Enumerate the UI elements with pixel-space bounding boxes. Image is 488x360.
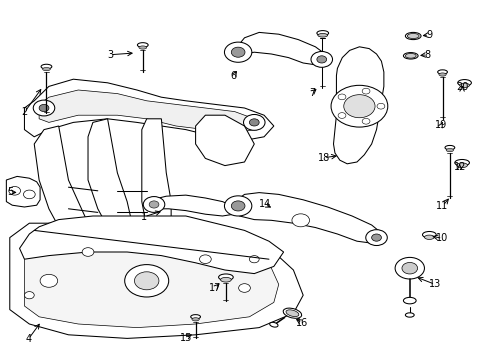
Text: 2: 2 <box>21 107 27 117</box>
Polygon shape <box>10 223 303 338</box>
Circle shape <box>224 196 251 216</box>
Polygon shape <box>34 126 88 230</box>
Ellipse shape <box>437 70 447 74</box>
Ellipse shape <box>137 43 148 47</box>
Ellipse shape <box>41 64 52 69</box>
Polygon shape <box>6 176 40 207</box>
Polygon shape <box>39 90 254 133</box>
Ellipse shape <box>190 315 200 319</box>
Polygon shape <box>24 79 273 140</box>
Ellipse shape <box>317 33 327 37</box>
Circle shape <box>394 257 424 279</box>
Circle shape <box>401 262 417 274</box>
Polygon shape <box>333 47 383 164</box>
Circle shape <box>365 230 386 246</box>
Circle shape <box>39 104 49 112</box>
Ellipse shape <box>192 318 199 321</box>
Ellipse shape <box>457 80 470 86</box>
Circle shape <box>337 113 345 118</box>
Text: 17: 17 <box>208 283 221 293</box>
Ellipse shape <box>446 148 453 152</box>
Text: 18: 18 <box>317 153 329 163</box>
Ellipse shape <box>285 310 298 316</box>
Circle shape <box>224 42 251 62</box>
Ellipse shape <box>438 73 446 76</box>
Circle shape <box>199 255 211 264</box>
Circle shape <box>343 95 374 118</box>
Text: 1: 1 <box>141 212 147 222</box>
Circle shape <box>337 94 345 100</box>
Text: 7: 7 <box>308 88 314 98</box>
Circle shape <box>291 214 309 227</box>
Circle shape <box>316 56 326 63</box>
Text: 12: 12 <box>452 162 465 172</box>
Text: 13: 13 <box>428 279 441 289</box>
Circle shape <box>9 186 20 195</box>
Circle shape <box>231 201 244 211</box>
Polygon shape <box>146 195 234 216</box>
Polygon shape <box>195 115 254 166</box>
Ellipse shape <box>316 31 328 36</box>
Circle shape <box>249 119 259 126</box>
Text: 8: 8 <box>424 50 430 60</box>
Text: 19: 19 <box>434 120 447 130</box>
Circle shape <box>33 100 55 116</box>
Ellipse shape <box>405 54 415 58</box>
Text: 5: 5 <box>8 187 14 197</box>
Circle shape <box>23 190 35 199</box>
Circle shape <box>330 85 387 127</box>
Ellipse shape <box>444 145 454 150</box>
Text: 4: 4 <box>25 334 31 344</box>
Circle shape <box>249 256 259 263</box>
Circle shape <box>362 88 369 94</box>
Ellipse shape <box>456 163 467 167</box>
Text: 16: 16 <box>295 318 308 328</box>
Circle shape <box>149 201 159 208</box>
Polygon shape <box>88 119 132 230</box>
Text: 6: 6 <box>230 71 236 81</box>
Circle shape <box>243 114 264 130</box>
Circle shape <box>238 284 250 292</box>
Circle shape <box>124 265 168 297</box>
Circle shape <box>231 47 244 57</box>
Ellipse shape <box>459 83 468 87</box>
Polygon shape <box>234 32 325 65</box>
Text: 20: 20 <box>455 82 468 92</box>
Polygon shape <box>24 234 278 328</box>
Circle shape <box>143 197 164 212</box>
Ellipse shape <box>403 53 417 59</box>
Circle shape <box>24 292 34 299</box>
Ellipse shape <box>422 231 435 238</box>
Circle shape <box>134 272 159 290</box>
Circle shape <box>310 51 332 67</box>
Ellipse shape <box>405 32 420 40</box>
Circle shape <box>362 118 369 124</box>
Ellipse shape <box>218 274 233 280</box>
Ellipse shape <box>269 322 278 327</box>
Circle shape <box>376 103 384 109</box>
Circle shape <box>82 248 94 256</box>
Text: 11: 11 <box>435 201 448 211</box>
Ellipse shape <box>454 159 468 166</box>
Ellipse shape <box>403 297 415 304</box>
Polygon shape <box>232 193 380 243</box>
Ellipse shape <box>424 235 433 239</box>
Ellipse shape <box>220 277 231 282</box>
Text: 15: 15 <box>179 333 192 343</box>
Ellipse shape <box>405 313 413 317</box>
Polygon shape <box>142 119 171 230</box>
Ellipse shape <box>283 308 301 318</box>
Ellipse shape <box>407 33 418 39</box>
Text: 10: 10 <box>435 233 448 243</box>
Text: 9: 9 <box>426 30 431 40</box>
Text: 14: 14 <box>258 199 271 210</box>
Circle shape <box>40 274 58 287</box>
Ellipse shape <box>42 68 50 71</box>
Polygon shape <box>20 216 283 274</box>
Circle shape <box>371 234 381 241</box>
Ellipse shape <box>139 46 146 49</box>
Text: 3: 3 <box>107 50 113 60</box>
